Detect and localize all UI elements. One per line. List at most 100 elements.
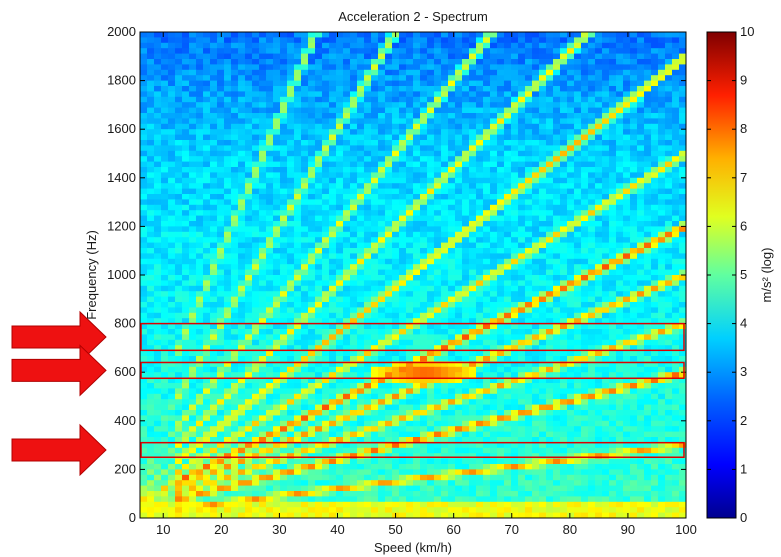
heatmap-cell xyxy=(644,48,652,55)
heatmap-cell xyxy=(322,356,330,362)
heatmap-cell xyxy=(511,307,519,314)
heatmap-cell xyxy=(189,334,197,341)
heatmap-cell xyxy=(497,253,505,260)
heatmap-cell xyxy=(259,323,267,330)
heatmap-cell xyxy=(294,86,302,92)
heatmap-cell xyxy=(525,237,533,244)
heatmap-cell xyxy=(420,183,428,190)
heatmap-cell xyxy=(462,134,470,141)
heatmap-cell xyxy=(560,280,568,287)
heatmap-cell xyxy=(462,231,470,238)
heatmap-cell xyxy=(511,361,519,368)
heatmap-cell xyxy=(504,96,512,103)
heatmap-cell xyxy=(546,113,554,119)
heatmap-cell xyxy=(665,96,673,103)
heatmap-cell xyxy=(413,37,421,44)
heatmap-cell xyxy=(588,242,596,249)
heatmap-cell xyxy=(315,356,323,362)
heatmap-cell xyxy=(623,80,631,87)
heatmap-cell xyxy=(364,172,372,179)
heatmap-cell xyxy=(623,345,631,352)
heatmap-cell xyxy=(581,129,589,136)
heatmap-cell xyxy=(189,237,197,244)
heatmap-cell xyxy=(301,42,309,49)
heatmap-cell xyxy=(532,221,540,227)
heatmap-cell xyxy=(259,53,267,60)
heatmap-cell xyxy=(378,291,386,298)
heatmap-cell xyxy=(287,53,295,60)
heatmap-cell xyxy=(280,150,288,157)
heatmap-cell xyxy=(322,140,330,146)
heatmap-cell xyxy=(406,140,414,146)
heatmap-cell xyxy=(168,145,176,152)
heatmap-cell xyxy=(658,350,666,357)
heatmap-cell xyxy=(266,280,274,287)
heatmap-cell xyxy=(273,183,281,190)
heatmap-cell xyxy=(147,75,155,82)
heatmap-cell xyxy=(623,264,631,271)
heatmap-cell xyxy=(385,291,393,298)
heatmap-cell xyxy=(364,183,372,190)
heatmap-cell xyxy=(350,231,358,238)
heatmap-cell xyxy=(231,248,239,254)
heatmap-cell xyxy=(357,64,365,71)
heatmap-cell xyxy=(259,237,267,244)
heatmap-cell xyxy=(154,75,162,82)
heatmap-cell xyxy=(203,145,211,152)
heatmap-cell xyxy=(287,37,295,44)
heatmap-cell xyxy=(147,69,155,76)
heatmap-cell xyxy=(413,64,421,71)
heatmap-cell xyxy=(483,221,491,227)
heatmap-cell xyxy=(245,318,253,325)
heatmap-cell xyxy=(154,377,162,384)
heatmap-cell xyxy=(546,37,554,44)
heatmap-cell xyxy=(301,32,309,38)
heatmap-cell xyxy=(497,372,505,379)
heatmap-cell xyxy=(182,361,190,368)
heatmap-cell xyxy=(539,161,547,168)
heatmap-cell xyxy=(287,156,295,163)
heatmap-cell xyxy=(623,123,631,130)
heatmap-cell xyxy=(385,53,393,60)
heatmap-cell xyxy=(406,334,414,341)
heatmap-cell xyxy=(364,129,372,136)
heatmap-cell xyxy=(210,42,218,49)
heatmap-cell xyxy=(672,150,680,157)
heatmap-cell xyxy=(196,145,204,152)
heatmap-cell xyxy=(455,145,463,152)
heatmap-cell xyxy=(518,334,526,341)
heatmap-cell xyxy=(637,140,645,146)
heatmap-cell xyxy=(294,226,302,233)
heatmap-cell xyxy=(434,312,442,319)
heatmap-cell xyxy=(658,134,666,141)
heatmap-cell xyxy=(301,53,309,60)
heatmap-cell xyxy=(490,69,498,76)
heatmap-cell xyxy=(238,269,246,276)
heatmap-cell xyxy=(168,350,176,357)
heatmap-cell xyxy=(280,167,288,173)
heatmap-cell xyxy=(140,156,148,163)
heatmap-cell xyxy=(623,32,631,38)
heatmap-cell xyxy=(329,372,337,379)
heatmap-cell xyxy=(490,204,498,211)
heatmap-cell xyxy=(476,150,484,157)
heatmap-cell xyxy=(357,129,365,136)
heatmap-cell xyxy=(385,145,393,152)
heatmap-cell xyxy=(665,42,673,49)
heatmap-cell xyxy=(532,258,540,265)
heatmap-cell xyxy=(231,53,239,60)
heatmap-cell xyxy=(546,69,554,76)
heatmap-cell xyxy=(511,248,519,254)
heatmap-cell xyxy=(525,177,533,184)
heatmap-cell xyxy=(518,258,526,265)
heatmap-cell xyxy=(322,86,330,92)
heatmap-cell xyxy=(602,339,610,346)
heatmap-cell xyxy=(336,129,344,136)
heatmap-cell xyxy=(511,345,519,352)
heatmap-cell xyxy=(301,161,309,168)
heatmap-cell xyxy=(385,107,393,114)
heatmap-cell xyxy=(280,204,288,211)
heatmap-cell xyxy=(182,80,190,87)
heatmap-cell xyxy=(189,118,197,125)
heatmap-cell xyxy=(266,80,274,87)
